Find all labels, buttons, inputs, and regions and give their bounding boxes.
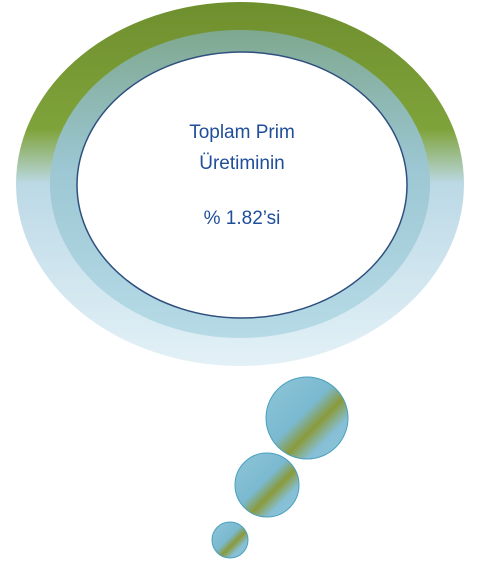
inner-bubble	[76, 51, 408, 319]
small-bubble	[265, 376, 349, 460]
bubble-text: Üretiminin	[199, 153, 285, 174]
bubble-text: % 1.82’si	[204, 208, 281, 229]
small-bubble	[211, 521, 249, 559]
small-bubble	[234, 452, 300, 518]
bubble-text: Toplam Prim	[189, 122, 295, 143]
